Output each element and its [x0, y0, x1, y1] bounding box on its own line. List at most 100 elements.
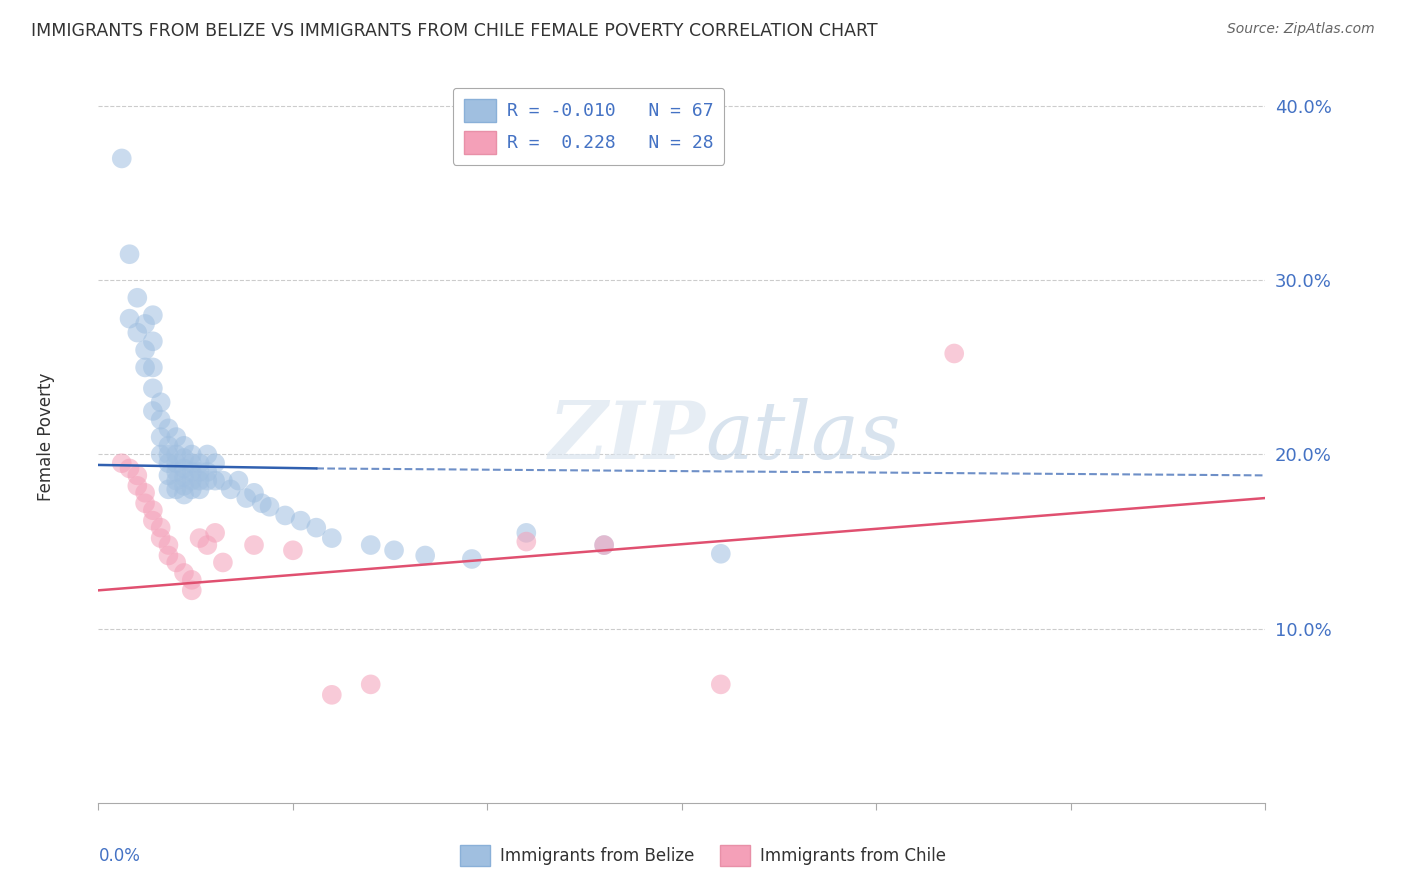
Point — [118, 247, 141, 261]
Point — [142, 360, 165, 375]
Point — [290, 514, 312, 528]
Point — [118, 461, 141, 475]
Point — [180, 583, 202, 598]
Point — [228, 474, 250, 488]
Point — [212, 556, 235, 570]
Point — [281, 543, 304, 558]
Point — [188, 456, 211, 470]
Point — [127, 479, 149, 493]
Point — [127, 291, 149, 305]
Point — [142, 308, 165, 322]
Point — [943, 346, 966, 360]
Point — [274, 508, 297, 523]
Point — [157, 538, 180, 552]
Point — [157, 468, 180, 483]
Point — [149, 395, 172, 409]
Point — [142, 503, 165, 517]
Text: Source: ZipAtlas.com: Source: ZipAtlas.com — [1227, 22, 1375, 37]
Point — [165, 556, 187, 570]
Point — [195, 465, 218, 479]
Point — [157, 549, 180, 563]
Point — [710, 677, 733, 691]
Point — [111, 456, 134, 470]
Point — [593, 538, 616, 552]
Text: ZIP: ZIP — [548, 399, 706, 475]
Point — [142, 381, 165, 395]
Point — [180, 483, 202, 497]
Point — [180, 573, 202, 587]
Point — [195, 474, 218, 488]
Text: 0.0%: 0.0% — [98, 847, 141, 864]
Point — [165, 448, 187, 462]
Point — [149, 430, 172, 444]
Point — [142, 404, 165, 418]
Point — [204, 456, 226, 470]
Point — [461, 552, 484, 566]
Point — [188, 474, 211, 488]
Point — [157, 456, 180, 470]
Point — [195, 538, 218, 552]
Point — [134, 343, 156, 357]
Point — [413, 549, 436, 563]
Point — [157, 421, 180, 435]
Point — [188, 483, 211, 497]
Point — [360, 538, 382, 552]
Legend: R = -0.010   N = 67, R =  0.228   N = 28: R = -0.010 N = 67, R = 0.228 N = 28 — [453, 87, 724, 165]
Point — [173, 566, 195, 580]
Text: IMMIGRANTS FROM BELIZE VS IMMIGRANTS FROM CHILE FEMALE POVERTY CORRELATION CHART: IMMIGRANTS FROM BELIZE VS IMMIGRANTS FRO… — [31, 22, 877, 40]
Point — [173, 450, 195, 465]
Point — [165, 483, 187, 497]
Point — [235, 491, 257, 505]
Point — [212, 474, 235, 488]
Legend: Immigrants from Belize, Immigrants from Chile: Immigrants from Belize, Immigrants from … — [454, 838, 952, 873]
Point — [710, 547, 733, 561]
Point — [204, 474, 226, 488]
Point — [173, 470, 195, 484]
Point — [149, 521, 172, 535]
Point — [149, 448, 172, 462]
Point — [321, 531, 343, 545]
Point — [142, 514, 165, 528]
Point — [165, 465, 187, 479]
Text: Female Poverty: Female Poverty — [37, 373, 55, 501]
Point — [173, 461, 195, 475]
Point — [111, 152, 134, 166]
Point — [134, 360, 156, 375]
Point — [360, 677, 382, 691]
Point — [134, 496, 156, 510]
Point — [219, 483, 242, 497]
Point — [243, 485, 266, 500]
Point — [165, 474, 187, 488]
Text: atlas: atlas — [706, 399, 901, 475]
Point — [127, 326, 149, 340]
Point — [382, 543, 405, 558]
Point — [157, 448, 180, 462]
Point — [165, 456, 187, 470]
Point — [173, 479, 195, 493]
Point — [142, 334, 165, 349]
Point — [305, 521, 328, 535]
Point — [204, 525, 226, 540]
Point — [195, 448, 218, 462]
Point — [134, 317, 156, 331]
Point — [173, 487, 195, 501]
Point — [321, 688, 343, 702]
Point — [180, 456, 202, 470]
Point — [180, 474, 202, 488]
Point — [118, 311, 141, 326]
Point — [127, 468, 149, 483]
Point — [259, 500, 281, 514]
Point — [149, 531, 172, 545]
Point — [173, 439, 195, 453]
Point — [134, 485, 156, 500]
Point — [157, 483, 180, 497]
Point — [250, 496, 273, 510]
Point — [188, 531, 211, 545]
Point — [515, 534, 537, 549]
Point — [149, 412, 172, 426]
Point — [165, 430, 187, 444]
Point — [180, 465, 202, 479]
Point — [593, 538, 616, 552]
Point — [188, 465, 211, 479]
Point — [515, 525, 537, 540]
